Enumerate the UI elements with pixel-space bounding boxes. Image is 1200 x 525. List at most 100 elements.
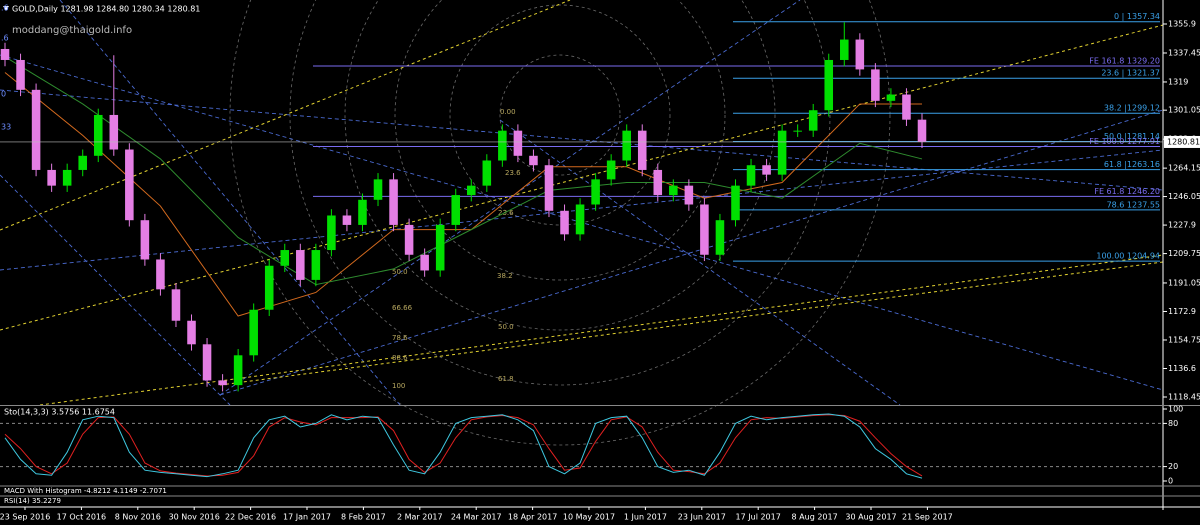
left-label: .6 xyxy=(1,4,9,13)
candle-body xyxy=(0,48,10,60)
candle-body xyxy=(684,185,694,205)
x-tick-label: 2 Mar 2017 xyxy=(397,513,443,522)
fan-label: 100 xyxy=(392,382,405,390)
candle-body xyxy=(482,160,492,186)
y-tick-label: 1301.05 xyxy=(1168,106,1200,115)
candle-body xyxy=(793,130,802,132)
y-tick-label: 1191.05 xyxy=(1168,278,1200,287)
x-tick-label: 30 Nov 2016 xyxy=(169,513,220,522)
candle-body xyxy=(824,59,834,111)
candle-body xyxy=(917,119,927,142)
y-tick-label: 1246.05 xyxy=(1168,192,1200,201)
candle-body xyxy=(31,89,41,170)
y-tick-label: 1172.9 xyxy=(1168,307,1196,316)
level-label: FE 161.8 1329.20 xyxy=(1089,56,1160,65)
circle xyxy=(449,4,671,226)
candle-body xyxy=(140,220,150,260)
candle-body xyxy=(327,215,336,251)
x-tick-label: 17 Jul 2017 xyxy=(736,513,781,522)
candle-body xyxy=(606,160,616,180)
candle-body xyxy=(451,195,461,225)
fan-line xyxy=(219,109,1164,396)
fan-label: 50.0 xyxy=(498,323,514,331)
candle-body xyxy=(280,250,290,266)
stoch-tick-label: 80 xyxy=(1168,419,1178,428)
x-tick-label: 30 Aug 2017 xyxy=(845,513,896,522)
x-tick-label: 23 Jun 2017 xyxy=(678,513,726,522)
y-tick-label: 1319 xyxy=(1168,77,1188,86)
circle xyxy=(289,0,831,386)
stoch-tick-label: 20 xyxy=(1168,462,1178,471)
candle-body xyxy=(435,224,445,271)
candle-body xyxy=(529,155,538,166)
level-label: 38.2 |1299.12 xyxy=(1104,104,1160,113)
rsi-label: RSI(14) 35.2279 xyxy=(4,497,61,505)
candle-body xyxy=(777,130,787,175)
circle xyxy=(499,54,621,176)
candle-body xyxy=(653,169,663,196)
trend-line xyxy=(0,24,1164,331)
current-price-label: 1280.81 xyxy=(1167,137,1200,146)
x-tick-label: 17 Oct 2016 xyxy=(57,513,106,522)
candle-body xyxy=(249,309,258,356)
candle-body xyxy=(218,380,227,386)
candle-body xyxy=(622,130,631,161)
candle-body xyxy=(296,250,305,280)
candle-body xyxy=(171,289,181,321)
trend-line xyxy=(39,254,1164,406)
circle xyxy=(344,0,776,331)
fan-label: 78.6 xyxy=(392,334,408,342)
fan-label: 66.66 xyxy=(392,304,413,312)
x-tick-label: 17 Jan 2017 xyxy=(283,513,331,522)
candle-body xyxy=(420,254,429,271)
fan-label: 50.0 xyxy=(392,268,408,276)
candle-body xyxy=(715,220,725,255)
candle-body xyxy=(404,224,414,255)
y-tick-label: 1209.75 xyxy=(1168,249,1200,258)
left-label: .6 xyxy=(1,34,9,43)
stoch-tick-label: 0 xyxy=(1168,477,1173,486)
candle-body xyxy=(544,165,554,211)
level-label: 100.00 1204.94 xyxy=(1096,252,1160,261)
level-label: 50.0 |1281.14 xyxy=(1104,132,1160,141)
candle-body xyxy=(560,210,569,235)
left-label: 0 xyxy=(1,90,6,99)
watermark: moddang@thaigold.info xyxy=(12,25,132,36)
fan-line xyxy=(0,174,231,406)
level-label: FE 61.8 1246.20 xyxy=(1094,187,1160,196)
candle-body xyxy=(47,169,56,186)
trend-line xyxy=(0,0,571,231)
candle-body xyxy=(156,259,165,290)
candle-body xyxy=(591,179,600,205)
candle-body xyxy=(746,165,756,186)
candle-body xyxy=(389,179,398,225)
level-label: 61.8 |1263.16 xyxy=(1104,160,1160,169)
y-tick-label: 1264.15 xyxy=(1168,164,1200,173)
candle-body xyxy=(637,130,647,170)
stoch-d-line xyxy=(4,414,923,477)
level-label: FE 100.0 1277.91 xyxy=(1089,137,1160,146)
candle-body xyxy=(233,355,243,386)
candle-body xyxy=(575,204,585,235)
candle-body xyxy=(762,165,771,175)
x-tick-label: 18 Apr 2017 xyxy=(508,513,557,522)
trend-lines xyxy=(0,0,1164,406)
moving-average xyxy=(4,56,923,286)
current-price-box xyxy=(1164,135,1200,148)
fan-line xyxy=(0,89,1164,191)
circle xyxy=(229,0,891,446)
candle-body xyxy=(466,185,476,196)
fan-label: 88.6 xyxy=(392,354,408,362)
candle-body xyxy=(202,344,212,381)
macd-label: MACD With Histogram -4.8212 4.1149 -2.70… xyxy=(4,487,167,495)
candle-body xyxy=(840,39,849,60)
y-tick-label: 1154.75 xyxy=(1168,335,1200,344)
fan-label: 23.6 xyxy=(505,169,521,177)
candle-body xyxy=(342,215,352,225)
x-tick-label: 21 Sep 2017 xyxy=(902,513,953,522)
candle-body xyxy=(358,199,367,225)
candle-body xyxy=(513,130,523,156)
